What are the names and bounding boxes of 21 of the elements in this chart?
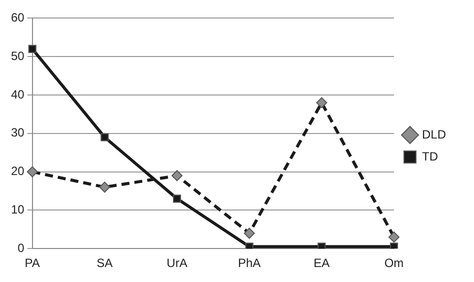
point bbox=[172, 194, 182, 203]
x-tick-label: EA bbox=[314, 256, 330, 270]
y-tick-label: 30 bbox=[10, 126, 25, 140]
point bbox=[28, 44, 36, 53]
point bbox=[245, 242, 254, 249]
y-tick-label: 20 bbox=[10, 164, 25, 178]
point bbox=[100, 133, 109, 142]
x-tick-label: SA bbox=[96, 256, 113, 270]
point bbox=[390, 242, 398, 249]
x-tick-label: PA bbox=[24, 256, 40, 270]
y-tick-label: 40 bbox=[10, 87, 25, 102]
y-tick-label: 60 bbox=[10, 10, 25, 25]
point bbox=[318, 242, 326, 249]
legend-label: DLD bbox=[422, 127, 446, 142]
x-tick-label: PhA bbox=[238, 256, 261, 270]
y-tick-label: 10 bbox=[10, 202, 25, 217]
y-tick-label: 0 bbox=[18, 240, 25, 255]
x-tick-label: UrA bbox=[166, 256, 188, 270]
legend-label: TD bbox=[422, 149, 438, 164]
y-tick-label: 50 bbox=[10, 48, 25, 63]
x-tick-label: Om bbox=[384, 256, 404, 270]
